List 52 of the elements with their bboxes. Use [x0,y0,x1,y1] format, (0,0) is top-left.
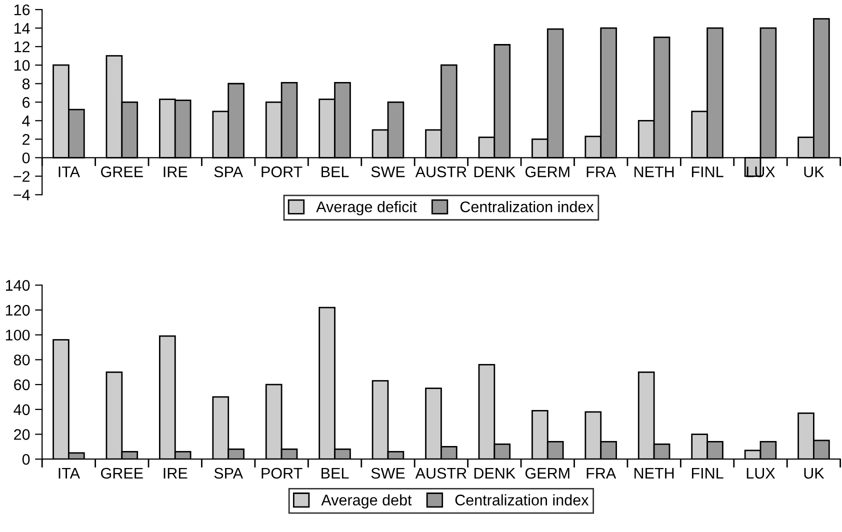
y-tick-label: 140 [6,280,30,291]
x-tick-label: IRE [164,166,188,178]
x-tick-label: DENK [474,468,516,479]
x-tick-label: SPA [214,166,244,178]
y-tick-label: 6 [22,97,30,108]
y-tick-label: 20 [14,429,30,440]
y-tick-label: 0 [22,454,30,465]
x-tick-label: FRA [586,468,616,479]
y-tick-label: 2 [22,134,30,145]
x-tick-label: NETH [634,166,674,178]
y-tick-label: 8 [22,78,30,90]
y-tick-label: 0 [22,152,30,164]
y-tick-label: −4 [14,190,30,200]
y-tick-label: 4 [22,116,30,126]
x-tick-label: IRE [164,468,188,479]
legend-label: Centralization index [455,494,589,506]
x-tick-label: SWE [371,468,405,479]
x-tick-label: NETH [634,468,674,479]
y-tick-label: 40 [14,404,30,416]
y-tick-label: 120 [6,304,30,316]
x-tick-label: SWE [371,166,405,178]
y-tick-label: 12 [14,41,30,52]
x-tick-label: LUX [746,468,776,479]
x-tick-label: UK [804,166,824,178]
x-tick-label: FINL [692,468,724,479]
x-tick-label: UK [804,468,824,479]
x-tick-label: SPA [214,468,244,479]
x-tick-label: AUSTR [415,166,466,178]
legend-label: Average deficit [316,201,417,216]
y-tick-label: 80 [14,354,30,366]
x-tick-label: PORT [262,468,302,479]
x-tick-label: PORT [262,166,302,178]
x-tick-label: DENK [474,166,516,178]
x-tick-label: GREE [101,468,143,479]
x-tick-label: GERM [525,166,570,178]
y-tick-label: 100 [6,330,30,341]
x-tick-label: GERM [525,468,570,479]
x-tick-label: FINL [692,166,724,178]
x-tick-label: FRA [586,166,616,178]
x-tick-label: ITA [58,166,80,178]
y-tick-label: 16 [14,4,30,16]
x-tick-label: BEL [322,166,349,178]
y-tick-label: 60 [14,379,30,390]
x-tick-label: BEL [322,468,349,479]
legend-label: Centralization index [460,201,594,212]
y-tick-label: 14 [14,23,30,34]
y-tick-label: 10 [14,60,30,71]
legend-label: Average debt [321,494,412,508]
y-tick-label: −2 [14,171,30,182]
x-tick-label: GREE [101,166,143,178]
x-tick-label: AUSTR [415,468,466,479]
x-tick-label: ITA [58,468,80,479]
